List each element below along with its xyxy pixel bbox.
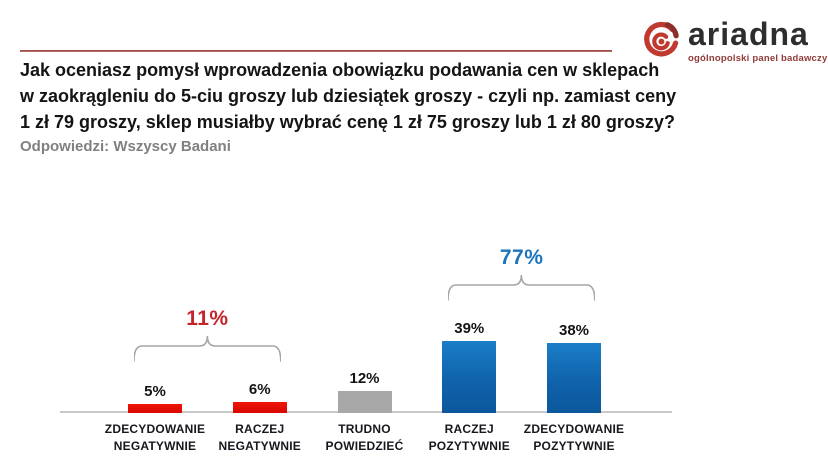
question-title-line-3: 1 zł 79 groszy, sklep musiałby wybrać ce… [20,112,675,132]
brand-logo: ariadna ogólnopolski panel badawczy [640,14,828,66]
group-brace [448,274,595,301]
brand-name: ariadna [688,16,809,52]
x-axis-category-label: ZDECYDOWANIE NEGATYWNIE [104,422,206,453]
x-axis-category-label: TRUDNO POWIEDZIEĆ [325,422,404,453]
question-title-line-2: w zaokrągleniu do 5-ciu groszy lub dzies… [20,86,677,106]
x-axis-category-label: ZDECYDOWANIE POZYTYWNIE [523,422,625,453]
bar-value-label: 12% [349,370,380,387]
brand-tagline: ogólnopolski panel badawczy [688,53,828,64]
x-axis-category-label: RACZEJ POZYTYWNIE [428,422,510,453]
bar-4 [442,341,497,413]
bar-5 [547,343,601,413]
bar-value-label: 39% [454,320,485,337]
question-title-line-1: Jak oceniasz pomysł wprowadzenia obowiąz… [20,60,660,80]
ariadna-spiral-icon [644,21,679,57]
header-divider [20,50,612,52]
bar-2 [232,402,287,413]
x-axis-category-label: RACZEJ NEGATYWNIE [218,422,301,453]
question-title: Jak oceniasz pomysł wprowadzenia obowiąz… [20,57,676,135]
respondents-subtitle: Odpowiedzi: Wszyscy Badani [20,138,231,155]
group-total-label: 11% [186,307,229,330]
group-brace [134,335,281,362]
bar-3 [337,391,392,413]
bar-1 [128,404,182,413]
bar-value-label: 5% [144,383,166,400]
group-total-label: 77% [499,246,544,269]
bar-value-label: 38% [558,322,590,339]
bar-value-label: 6% [248,381,271,398]
